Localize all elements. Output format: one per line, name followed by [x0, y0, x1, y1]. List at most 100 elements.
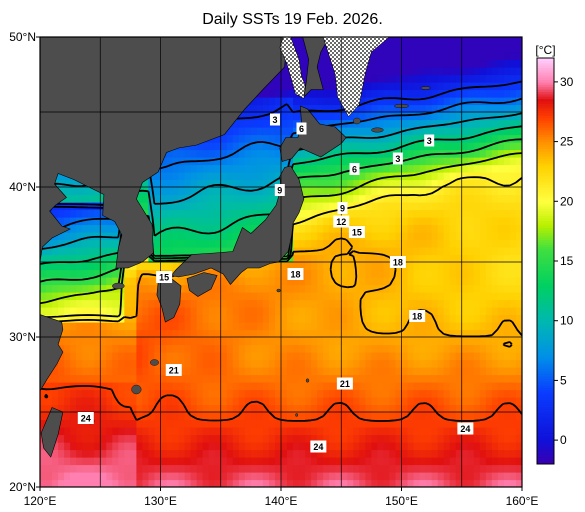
sst-cell	[503, 104, 511, 113]
sst-cell	[76, 427, 83, 436]
sst-cell	[214, 277, 222, 286]
sst-cell	[491, 239, 499, 248]
sst-cell	[118, 359, 125, 368]
sst-cell	[419, 89, 427, 98]
sst-cell	[479, 89, 487, 98]
sst-cell	[431, 367, 439, 376]
sst-cell	[94, 352, 101, 361]
sst-cell	[407, 112, 415, 121]
sst-cell	[244, 224, 252, 233]
sst-cell	[479, 52, 487, 61]
sst-cell	[353, 299, 360, 308]
sst-cell	[437, 194, 445, 203]
sst-cell	[232, 322, 240, 331]
sst-cell	[305, 179, 312, 188]
sst-cell	[515, 464, 522, 473]
sst-cell	[455, 254, 463, 263]
sst-cell	[214, 299, 222, 308]
sst-cell	[323, 164, 330, 173]
sst-cell	[365, 157, 372, 166]
sst-cell	[88, 479, 95, 487]
sst-cell	[311, 374, 318, 383]
sst-cell	[479, 67, 487, 76]
sst-cell	[281, 292, 288, 301]
sst-cell	[238, 284, 246, 293]
sst-cell	[389, 449, 397, 458]
sst-cell	[383, 194, 391, 203]
sst-cell	[479, 119, 487, 128]
sst-cell	[112, 344, 119, 353]
sst-cell	[100, 337, 107, 346]
sst-cell	[238, 337, 246, 346]
sst-cell	[491, 119, 499, 128]
sst-cell	[467, 67, 475, 76]
sst-cell	[353, 419, 360, 428]
sst-cell	[232, 164, 240, 173]
sst-cell	[425, 217, 433, 226]
sst-cell	[365, 337, 372, 346]
sst-cell	[305, 329, 312, 338]
sst-cell	[226, 344, 234, 353]
sst-cell	[172, 232, 180, 241]
sst-cell	[479, 329, 487, 338]
sst-cell	[491, 232, 499, 241]
sst-cell	[467, 149, 475, 158]
sst-cell	[383, 382, 391, 391]
sst-cell	[473, 344, 481, 353]
sst-cell	[431, 97, 439, 106]
small-island	[353, 117, 361, 125]
sst-cell	[262, 127, 270, 136]
sst-cell	[202, 172, 210, 181]
sst-cell	[166, 374, 174, 383]
colorbar-segment	[537, 368, 554, 372]
colorbar-segment	[537, 373, 554, 377]
sst-cell	[497, 277, 505, 286]
sst-cell	[106, 232, 113, 241]
sst-cell	[425, 97, 433, 106]
sst-cell	[124, 374, 131, 383]
sst-cell	[323, 262, 330, 271]
sst-cell	[82, 209, 89, 218]
sst-cell	[461, 397, 469, 406]
sst-cell	[250, 464, 258, 473]
sst-cell	[244, 142, 252, 151]
sst-cell	[485, 464, 493, 473]
sst-cell	[509, 412, 517, 421]
sst-cell	[124, 464, 131, 473]
sst-cell	[293, 367, 300, 376]
sst-cell	[419, 59, 427, 68]
sst-cell	[467, 464, 475, 473]
sst-cell	[503, 292, 511, 301]
sst-cell	[52, 382, 59, 391]
sst-cell	[293, 157, 300, 166]
sst-cell	[166, 262, 174, 271]
sst-cell	[515, 344, 522, 353]
sst-cell	[305, 209, 312, 218]
sst-cell	[172, 322, 180, 331]
sst-cell	[202, 307, 210, 316]
sst-cell	[118, 404, 125, 413]
sst-cell	[425, 314, 433, 323]
sst-cell	[311, 457, 318, 466]
sst-cell	[299, 359, 306, 368]
sst-cell	[437, 397, 445, 406]
sst-cell	[497, 314, 505, 323]
sst-cell	[449, 397, 457, 406]
sst-cell	[437, 224, 445, 233]
sst-cell	[208, 367, 216, 376]
sst-cell	[359, 419, 366, 428]
sst-cell	[515, 277, 522, 286]
sst-cell	[479, 404, 487, 413]
sst-cell	[214, 292, 222, 301]
sst-cell	[268, 269, 276, 278]
sst-cell	[389, 352, 397, 361]
sst-cell	[467, 194, 475, 203]
sst-cell	[341, 464, 348, 473]
sst-cell	[347, 314, 354, 323]
sst-cell	[353, 134, 360, 143]
sst-cell	[371, 464, 379, 473]
sst-cell	[479, 382, 487, 391]
sst-cell	[431, 434, 439, 443]
sst-cell	[256, 427, 264, 436]
sst-cell	[250, 299, 258, 308]
